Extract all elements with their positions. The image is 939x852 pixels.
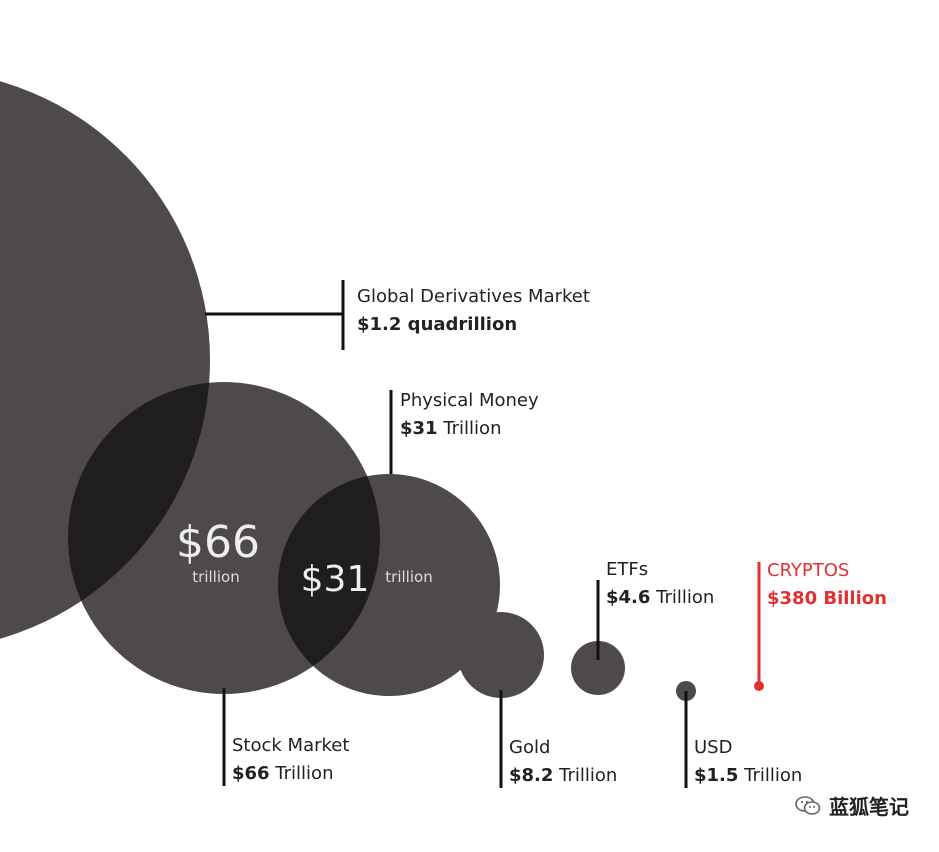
label-name-derivatives: Global Derivatives Market [357,286,590,307]
label-value-stock-rest: Trillion [270,763,334,784]
inner-value-stock: $66 [176,517,260,568]
label-value-gold-rest: Trillion [553,765,617,786]
bubble-etfs [571,641,625,695]
label-name-usd: USD [694,737,732,758]
label-value-physical: $31 Trillion [400,418,501,439]
label-name-cryptos: CRYPTOS [767,560,849,581]
wechat-icon [795,795,821,816]
label-name-gold: Gold [509,737,550,758]
label-name-etfs: ETFs [606,559,648,580]
point-cryptos [754,681,764,691]
label-value-cryptos: $380 Billion [767,588,887,609]
label-value-stock: $66 Trillion [232,763,333,784]
label-value-physical-bold: $31 [400,418,438,439]
label-value-etfs: $4.6 Trillion [606,587,714,608]
label-value-gold-bold: $8.2 [509,765,553,786]
inner-unit-physical: trillion [385,568,432,586]
label-value-etfs-bold: $4.6 [606,587,650,608]
label-value-etfs-rest: Trillion [650,587,714,608]
overlap-stock-physical [278,474,380,694]
label-value-physical-rest: Trillion [438,418,502,439]
label-value-usd-bold: $1.5 [694,765,738,786]
inner-value-physical: $31 [301,559,370,600]
label-value-stock-bold: $66 [232,763,270,784]
inner-unit-stock: trillion [192,568,239,586]
label-name-physical: Physical Money [400,390,539,411]
label-value-gold: $8.2 Trillion [509,765,617,786]
label-value-derivatives: $1.2 quadrillion [357,314,517,335]
label-value-usd: $1.5 Trillion [694,765,802,786]
watermark: 蓝狐笔记 [795,791,909,820]
watermark-text: 蓝狐笔记 [829,795,909,819]
label-name-stock: Stock Market [232,735,349,756]
label-value-usd-rest: Trillion [738,765,802,786]
bubble-gold [458,612,544,698]
